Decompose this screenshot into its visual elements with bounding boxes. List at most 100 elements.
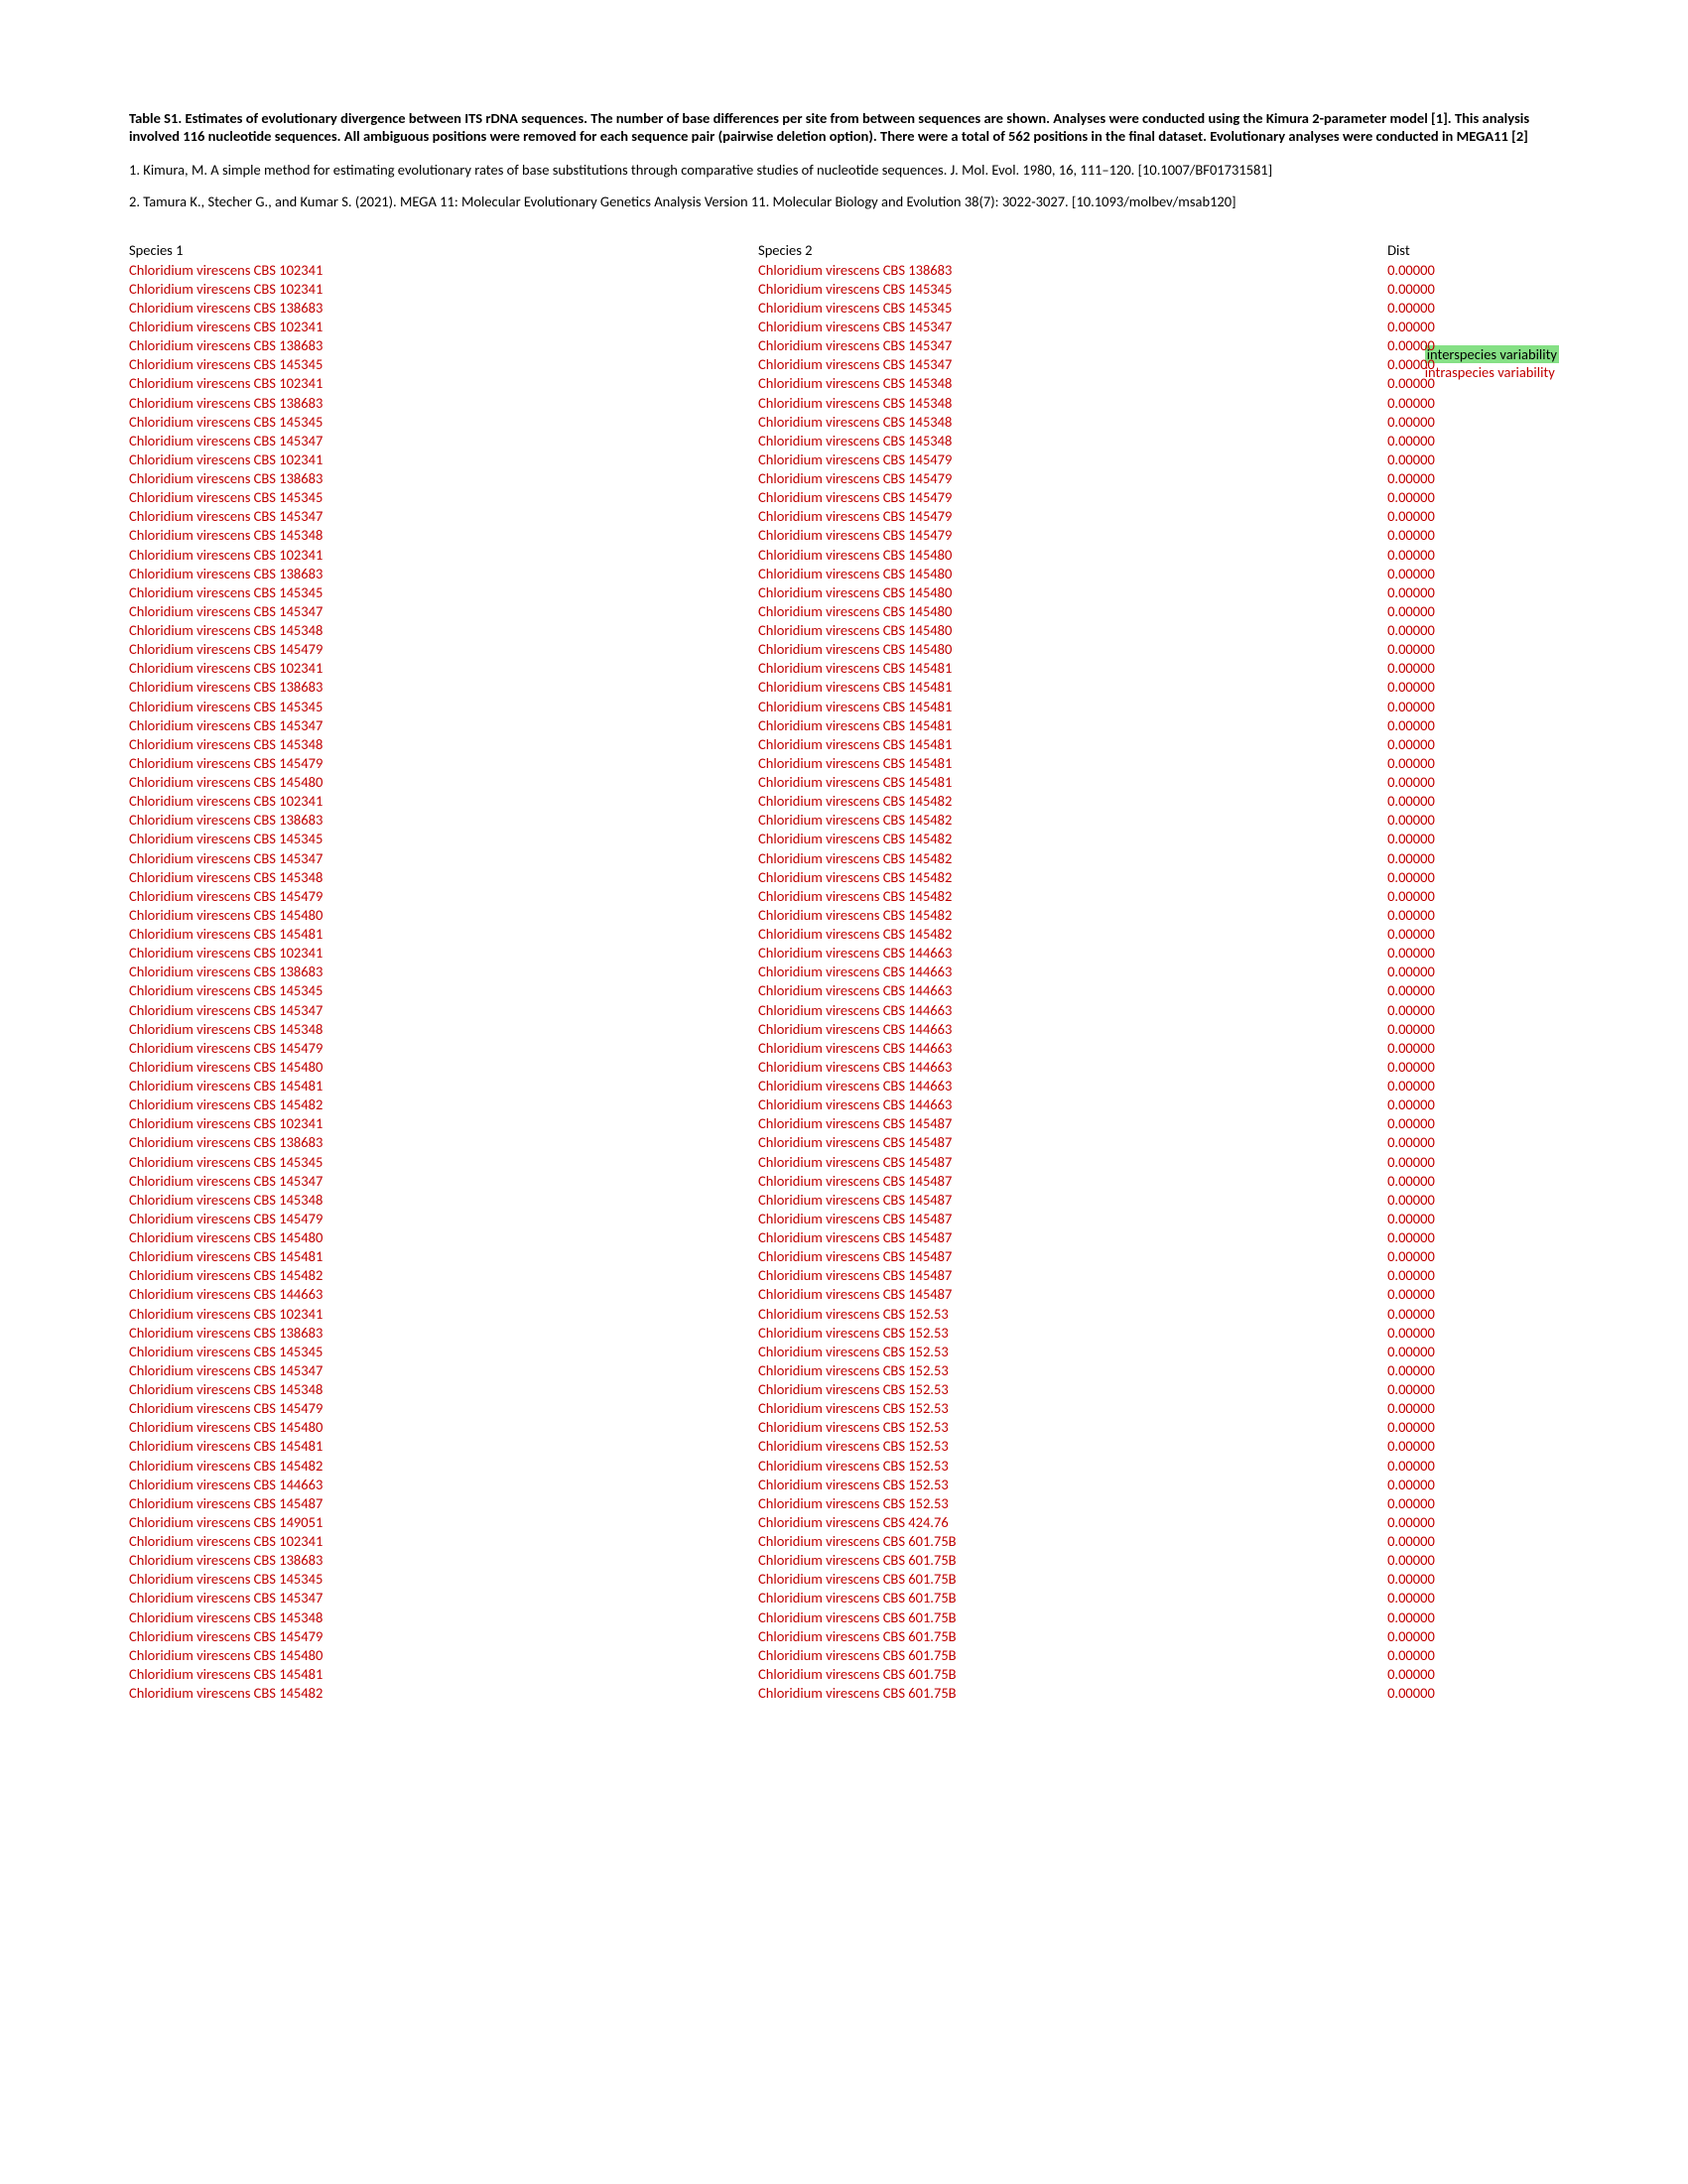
cell-species2: Chloridium virescens CBS 145348 bbox=[758, 374, 1387, 393]
cell-species2: Chloridium virescens CBS 145487 bbox=[758, 1133, 1387, 1152]
cell-dist: 0.00000 bbox=[1387, 1095, 1559, 1114]
cell-species1: Chloridium virescens CBS 145347 bbox=[129, 1001, 758, 1020]
table-row: Chloridium virescens CBS 145481Chloridiu… bbox=[129, 925, 1559, 944]
cell-dist: 0.00000 bbox=[1387, 1361, 1559, 1380]
cell-species2: Chloridium virescens CBS 152.53 bbox=[758, 1305, 1387, 1324]
cell-dist: 0.00000 bbox=[1387, 546, 1559, 565]
cell-dist: 0.00000 bbox=[1387, 1589, 1559, 1607]
col-dist: Dist bbox=[1387, 241, 1559, 261]
table-row: Chloridium virescens CBS 145347Chloridiu… bbox=[129, 1001, 1559, 1020]
cell-species2: Chloridium virescens CBS 145487 bbox=[758, 1247, 1387, 1266]
cell-dist: 0.00000 bbox=[1387, 868, 1559, 887]
cell-dist: 0.00000 bbox=[1387, 1343, 1559, 1361]
cell-species2: Chloridium virescens CBS 145482 bbox=[758, 925, 1387, 944]
cell-species2: Chloridium virescens CBS 145487 bbox=[758, 1210, 1387, 1228]
cell-dist: 0.00000 bbox=[1387, 1058, 1559, 1077]
table-row: Chloridium virescens CBS 102341Chloridiu… bbox=[129, 318, 1559, 336]
cell-dist: 0.00000 bbox=[1387, 432, 1559, 450]
cell-species1: Chloridium virescens CBS 145481 bbox=[129, 1437, 758, 1456]
cell-species1: Chloridium virescens CBS 138683 bbox=[129, 1133, 758, 1152]
cell-species1: Chloridium virescens CBS 138683 bbox=[129, 299, 758, 318]
cell-species2: Chloridium virescens CBS 152.53 bbox=[758, 1399, 1387, 1418]
cell-species1: Chloridium virescens CBS 145348 bbox=[129, 1020, 758, 1039]
cell-species2: Chloridium virescens CBS 145480 bbox=[758, 640, 1387, 659]
table-row: Chloridium virescens CBS 138683Chloridiu… bbox=[129, 394, 1559, 413]
cell-dist: 0.00000 bbox=[1387, 1020, 1559, 1039]
cell-species1: Chloridium virescens CBS 138683 bbox=[129, 1551, 758, 1570]
table-row: Chloridium virescens CBS 145347Chloridiu… bbox=[129, 849, 1559, 868]
cell-species2: Chloridium virescens CBS 145482 bbox=[758, 830, 1387, 848]
cell-species2: Chloridium virescens CBS 145347 bbox=[758, 318, 1387, 336]
cell-dist: 0.00000 bbox=[1387, 1665, 1559, 1684]
cell-species1: Chloridium virescens CBS 145347 bbox=[129, 507, 758, 526]
table-row: Chloridium virescens CBS 145345Chloridiu… bbox=[129, 1343, 1559, 1361]
cell-species1: Chloridium virescens CBS 138683 bbox=[129, 963, 758, 981]
cell-species2: Chloridium virescens CBS 145481 bbox=[758, 698, 1387, 716]
col-species2: Species 2 bbox=[758, 241, 1387, 261]
cell-species1: Chloridium virescens CBS 149051 bbox=[129, 1513, 758, 1532]
divergence-table: Species 1 Species 2 Dist Chloridium vire… bbox=[129, 241, 1559, 1704]
cell-species2: Chloridium virescens CBS 145347 bbox=[758, 336, 1387, 355]
cell-species1: Chloridium virescens CBS 145347 bbox=[129, 716, 758, 735]
cell-dist: 0.00000 bbox=[1387, 963, 1559, 981]
table-row: Chloridium virescens CBS 138683Chloridiu… bbox=[129, 336, 1559, 355]
cell-dist: 0.00000 bbox=[1387, 526, 1559, 545]
table-row: Chloridium virescens CBS 149051Chloridiu… bbox=[129, 1513, 1559, 1532]
cell-species2: Chloridium virescens CBS 152.53 bbox=[758, 1343, 1387, 1361]
cell-species2: Chloridium virescens CBS 601.75B bbox=[758, 1570, 1387, 1589]
table-row: Chloridium virescens CBS 145348Chloridiu… bbox=[129, 735, 1559, 754]
cell-species1: Chloridium virescens CBS 102341 bbox=[129, 261, 758, 280]
reference-1: 1. Kimura, M. A simple method for estima… bbox=[129, 161, 1559, 179]
cell-species1: Chloridium virescens CBS 145345 bbox=[129, 698, 758, 716]
table-row: Chloridium virescens CBS 145348Chloridiu… bbox=[129, 1191, 1559, 1210]
cell-dist: 0.00000 bbox=[1387, 469, 1559, 488]
cell-species2: Chloridium virescens CBS 144663 bbox=[758, 981, 1387, 1000]
cell-dist: 0.00000 bbox=[1387, 261, 1559, 280]
cell-dist: 0.00000 bbox=[1387, 1476, 1559, 1494]
cell-species2: Chloridium virescens CBS 601.75B bbox=[758, 1627, 1387, 1646]
table-row: Chloridium virescens CBS 145345Chloridiu… bbox=[129, 583, 1559, 602]
table-row: Chloridium virescens CBS 102341Chloridiu… bbox=[129, 792, 1559, 811]
table-row: Chloridium virescens CBS 138683Chloridiu… bbox=[129, 565, 1559, 583]
cell-dist: 0.00000 bbox=[1387, 280, 1559, 299]
cell-species1: Chloridium virescens CBS 102341 bbox=[129, 659, 758, 678]
table-row: Chloridium virescens CBS 145479Chloridiu… bbox=[129, 754, 1559, 773]
table-row: Chloridium virescens CBS 145480Chloridiu… bbox=[129, 906, 1559, 925]
cell-species2: Chloridium virescens CBS 145345 bbox=[758, 280, 1387, 299]
cell-species1: Chloridium virescens CBS 145479 bbox=[129, 640, 758, 659]
cell-species2: Chloridium virescens CBS 152.53 bbox=[758, 1457, 1387, 1476]
cell-dist: 0.00000 bbox=[1387, 1457, 1559, 1476]
cell-dist: 0.00000 bbox=[1387, 735, 1559, 754]
cell-dist: 0.00000 bbox=[1387, 1437, 1559, 1456]
table-row: Chloridium virescens CBS 145482Chloridiu… bbox=[129, 1095, 1559, 1114]
cell-species1: Chloridium virescens CBS 145480 bbox=[129, 1058, 758, 1077]
cell-species2: Chloridium virescens CBS 145487 bbox=[758, 1285, 1387, 1304]
cell-species1: Chloridium virescens CBS 145482 bbox=[129, 1457, 758, 1476]
table-row: Chloridium virescens CBS 145348Chloridiu… bbox=[129, 621, 1559, 640]
cell-species2: Chloridium virescens CBS 152.53 bbox=[758, 1324, 1387, 1343]
table-row: Chloridium virescens CBS 145482Chloridiu… bbox=[129, 1684, 1559, 1703]
cell-species1: Chloridium virescens CBS 145348 bbox=[129, 1608, 758, 1627]
cell-dist: 0.00000 bbox=[1387, 830, 1559, 848]
cell-dist: 0.00000 bbox=[1387, 1210, 1559, 1228]
cell-dist: 0.00000 bbox=[1387, 1001, 1559, 1020]
cell-species1: Chloridium virescens CBS 102341 bbox=[129, 792, 758, 811]
cell-dist: 0.00000 bbox=[1387, 925, 1559, 944]
cell-dist: 0.00000 bbox=[1387, 944, 1559, 963]
cell-dist: 0.00000 bbox=[1387, 773, 1559, 792]
reference-2: 2. Tamura K., Stecher G., and Kumar S. (… bbox=[129, 193, 1559, 210]
table-row: Chloridium virescens CBS 138683Chloridiu… bbox=[129, 1324, 1559, 1343]
cell-dist: 0.00000 bbox=[1387, 488, 1559, 507]
cell-dist: 0.00000 bbox=[1387, 716, 1559, 735]
table-row: Chloridium virescens CBS 145481Chloridiu… bbox=[129, 1247, 1559, 1266]
table-row: Chloridium virescens CBS 102341Chloridiu… bbox=[129, 374, 1559, 393]
cell-dist: 0.00000 bbox=[1387, 565, 1559, 583]
cell-species1: Chloridium virescens CBS 138683 bbox=[129, 469, 758, 488]
cell-species1: Chloridium virescens CBS 145347 bbox=[129, 602, 758, 621]
table-row: Chloridium virescens CBS 145348Chloridiu… bbox=[129, 1380, 1559, 1399]
cell-species1: Chloridium virescens CBS 145348 bbox=[129, 868, 758, 887]
cell-species2: Chloridium virescens CBS 145480 bbox=[758, 583, 1387, 602]
cell-species1: Chloridium virescens CBS 145480 bbox=[129, 1418, 758, 1437]
cell-species2: Chloridium virescens CBS 145479 bbox=[758, 450, 1387, 469]
cell-dist: 0.00000 bbox=[1387, 394, 1559, 413]
